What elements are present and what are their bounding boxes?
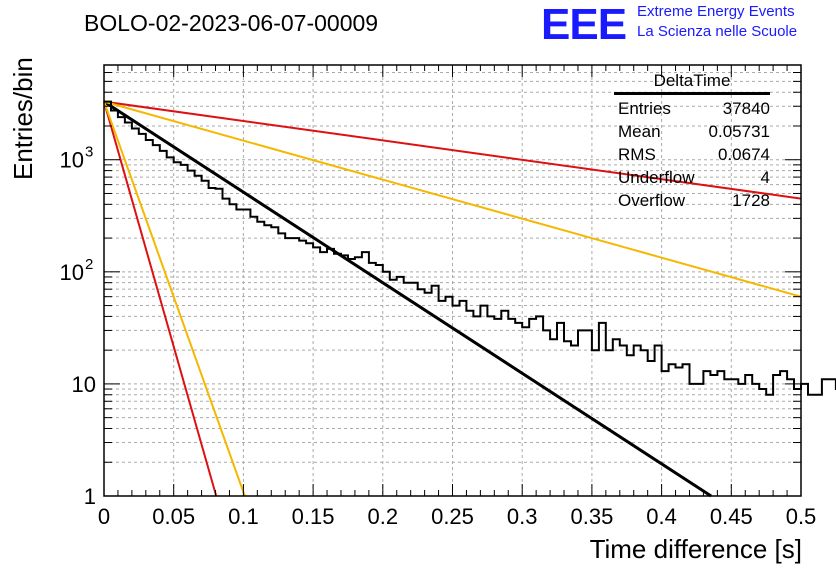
x-tick-label: 0.45: [710, 504, 753, 529]
page-title: BOLO-02-2023-06-07-00009: [84, 10, 379, 36]
y-axis-label: Entries/bin: [8, 57, 38, 180]
x-axis-label: Time difference [s]: [589, 534, 802, 564]
x-tick-label: 0.3: [507, 504, 538, 529]
grid-lines: [104, 65, 801, 496]
x-tick-label: 0.2: [368, 504, 399, 529]
logo-line-2: La Scienza nelle Scuole: [637, 23, 798, 40]
stats-value: 1728: [732, 191, 770, 210]
tick-labels: 0 0.05 0.1 0.15 0.2 0.25 0.3 0.35 0.4 0.45 0.5 1 10 1…: [60, 144, 817, 529]
fit-line-red: [103, 100, 802, 200]
stats-title: DeltaTime: [614, 70, 770, 95]
x-tick-label: 0.35: [570, 504, 613, 529]
stats-row-underflow: Underflow 4: [612, 166, 772, 189]
stats-row-rms: RMS 0.0674: [612, 143, 772, 166]
stats-row-mean: Mean 0.05731: [612, 120, 772, 143]
y-tick-label: 10: [72, 372, 96, 397]
stats-label: RMS: [618, 145, 656, 164]
stats-row-entries: Entries 37840: [612, 97, 772, 120]
fit-lines: [103, 100, 802, 498]
eee-logo: EEE: [541, 0, 627, 49]
x-tick-label: 0.25: [431, 504, 474, 529]
fit-line-red: [103, 101, 218, 497]
logo-line-1: Extreme Energy Events: [637, 3, 795, 20]
fit-line-yellow: [103, 100, 802, 298]
stats-label: Entries: [618, 99, 671, 118]
fit-line-yellow: [103, 101, 246, 497]
axis-ticks: [103, 64, 802, 497]
y-tick-label: 10: [60, 260, 84, 285]
histogram-bars: [104, 100, 836, 396]
stats-value: 37840: [722, 99, 770, 118]
stats-box: DeltaTime Entries 37840 Mean 0.05731 RMS 0.…: [612, 70, 772, 212]
x-tick-label: 0.15: [292, 504, 335, 529]
y-tick-exponent: 3: [85, 144, 93, 161]
stats-value: 4: [760, 168, 770, 187]
fit-line-black: [103, 100, 712, 498]
stats-label: Mean: [618, 122, 661, 141]
stats-label: Underflow: [618, 168, 695, 187]
stats-label: Overflow: [618, 191, 686, 210]
x-tick-label: 0.4: [646, 504, 677, 529]
y-tick-label: 1: [84, 484, 96, 509]
stats-value: 0.05731: [708, 122, 770, 141]
stats-value: 0.0674: [718, 145, 770, 164]
x-tick-label: 0.05: [152, 504, 195, 529]
stats-row-overflow: Overflow 1728: [612, 189, 772, 212]
y-tick-exponent: 2: [85, 256, 93, 273]
x-tick-label: 0: [98, 504, 110, 529]
y-tick-label: 10: [60, 148, 84, 173]
x-tick-label: 0.5: [786, 504, 817, 529]
x-tick-label: 0.1: [228, 504, 259, 529]
